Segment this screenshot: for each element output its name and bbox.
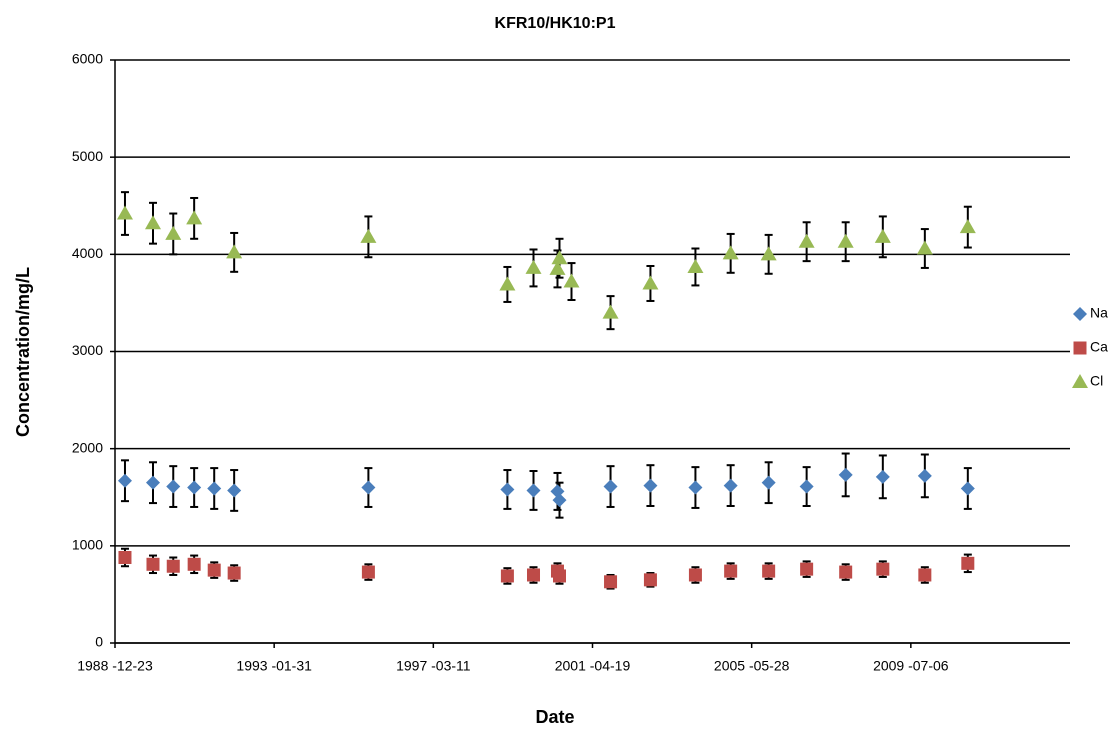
y-tick-label: 3000 — [72, 342, 103, 358]
point — [187, 557, 201, 571]
point — [959, 219, 976, 234]
point — [688, 568, 702, 582]
y-tick-label: 6000 — [72, 51, 103, 67]
point — [165, 225, 182, 240]
point — [207, 563, 221, 577]
point — [186, 210, 203, 225]
y-tick-label: 4000 — [72, 245, 103, 261]
point — [761, 475, 776, 490]
point — [226, 244, 243, 259]
point — [874, 228, 891, 243]
point — [227, 483, 242, 498]
legend-label: Ca — [1090, 339, 1108, 355]
point — [722, 245, 739, 260]
point — [838, 467, 853, 482]
point — [166, 479, 181, 494]
point — [604, 575, 618, 589]
point — [688, 480, 703, 495]
point — [552, 493, 567, 508]
point — [798, 233, 815, 248]
y-tick-label: 0 — [95, 634, 103, 650]
point — [499, 276, 516, 291]
point — [603, 479, 618, 494]
point — [643, 478, 658, 493]
legend-marker — [1072, 374, 1088, 388]
point — [723, 478, 738, 493]
chart-title: KFR10/HK10:P1 — [495, 15, 616, 32]
y-axis-title: Concentration/mg/L — [13, 267, 33, 437]
point — [360, 228, 377, 243]
point — [526, 483, 541, 498]
point — [146, 557, 160, 571]
legend-marker — [1073, 307, 1087, 321]
point — [837, 233, 854, 248]
x-tick-label: 2009 -07-06 — [873, 658, 949, 674]
point — [602, 304, 619, 319]
point — [361, 480, 376, 495]
point — [500, 569, 514, 583]
point — [549, 260, 566, 275]
point — [876, 562, 890, 576]
point — [116, 205, 133, 220]
point — [799, 479, 814, 494]
point — [642, 275, 659, 290]
x-tick-label: 2005 -05-28 — [714, 658, 790, 674]
legend-label: Na — [1090, 305, 1108, 321]
legend-marker — [1073, 341, 1087, 355]
point — [918, 568, 932, 582]
point — [551, 250, 568, 265]
point — [760, 246, 777, 261]
point — [361, 565, 375, 579]
y-tick-label: 5000 — [72, 148, 103, 164]
point — [117, 473, 132, 488]
point — [166, 559, 180, 573]
y-tick-label: 1000 — [72, 537, 103, 553]
x-axis-title: Date — [535, 707, 574, 727]
point — [875, 469, 890, 484]
point — [500, 482, 515, 497]
point — [118, 550, 132, 564]
point — [145, 475, 160, 490]
point — [839, 565, 853, 579]
point — [527, 568, 541, 582]
point — [687, 258, 704, 273]
point — [643, 573, 657, 587]
x-tick-label: 1988 -12-23 — [77, 658, 153, 674]
point — [207, 481, 222, 496]
point — [724, 564, 738, 578]
point — [916, 240, 933, 255]
point — [563, 273, 580, 288]
x-tick-label: 2001 -04-19 — [555, 658, 631, 674]
point — [525, 259, 542, 274]
point — [960, 481, 975, 496]
point — [800, 562, 814, 576]
y-tick-label: 2000 — [72, 439, 103, 455]
point — [961, 556, 975, 570]
point — [917, 468, 932, 483]
x-tick-label: 1997 -03-11 — [396, 658, 471, 674]
point — [227, 566, 241, 580]
point — [762, 564, 776, 578]
point — [187, 480, 202, 495]
x-tick-label: 1993 -01-31 — [236, 658, 312, 674]
point — [144, 215, 161, 230]
legend-label: Cl — [1090, 373, 1103, 389]
point — [552, 569, 566, 583]
